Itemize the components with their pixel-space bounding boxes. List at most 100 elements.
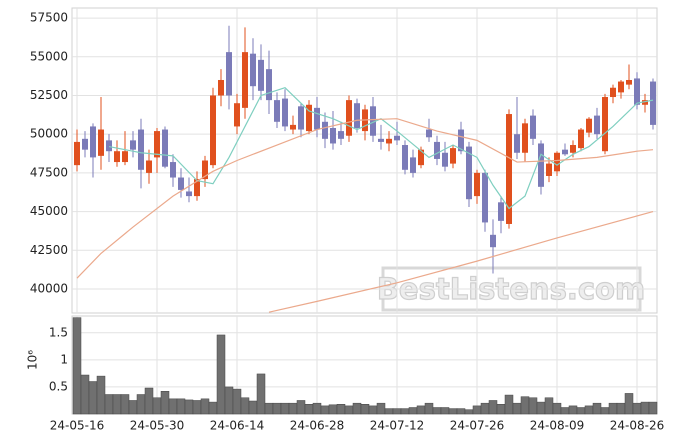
volume-bar — [256, 373, 266, 415]
candle-body — [274, 100, 280, 122]
volume-bar — [176, 398, 186, 415]
volume-bar — [624, 393, 634, 415]
candle-body — [306, 104, 312, 132]
volume-bar — [448, 408, 458, 415]
price-frame — [71, 7, 658, 314]
candle-body — [170, 162, 176, 178]
y-tick-label: 47500 — [30, 165, 68, 179]
volume-bar — [384, 408, 394, 415]
candle-body — [290, 124, 296, 130]
y-tick-label: 42500 — [30, 243, 68, 257]
candle-body — [250, 53, 256, 87]
candle-body — [346, 100, 352, 136]
volume-bar — [584, 405, 594, 415]
volume-bar — [536, 401, 546, 415]
volume-bar — [320, 405, 330, 415]
volume-bar — [208, 401, 218, 415]
volume-bar — [632, 402, 642, 415]
volume-bar — [264, 402, 274, 415]
candle-body — [642, 100, 648, 105]
candle-body — [122, 151, 128, 163]
volume-bar — [184, 399, 194, 415]
candle-body — [554, 152, 560, 172]
candle-body — [618, 81, 624, 93]
x-tick-label: 24-05-16 — [50, 419, 104, 433]
candle-body — [426, 129, 432, 138]
candle-body — [298, 106, 304, 130]
candle-body — [242, 52, 248, 108]
volume-bar — [296, 400, 306, 415]
candle-body — [458, 129, 464, 152]
x-tick-label: 24-08-09 — [530, 419, 584, 433]
candle-body — [394, 135, 400, 141]
candle-body — [546, 163, 552, 176]
candle-body — [378, 138, 384, 142]
volume-bar — [112, 394, 122, 415]
candle-body — [610, 87, 616, 98]
volume-tick-label: 0.5 — [49, 379, 68, 393]
candle-body — [194, 179, 200, 197]
candle-body — [418, 149, 424, 166]
volume-bar — [528, 397, 538, 415]
candle-body — [498, 202, 504, 221]
volume-bar — [88, 381, 98, 415]
volume-bar — [336, 404, 346, 415]
x-tick-label: 24-07-12 — [370, 419, 424, 433]
candle-body — [450, 148, 456, 164]
average-line — [76, 118, 654, 279]
candle-body — [330, 127, 336, 144]
volume-bar — [568, 405, 578, 415]
volume-bar — [136, 394, 146, 415]
y-tick-label: 55000 — [30, 49, 68, 63]
y-tick-label: 50000 — [30, 127, 68, 141]
candle-body — [466, 146, 472, 200]
candle-body — [410, 157, 416, 173]
volume-bar — [144, 387, 154, 415]
candle-body — [106, 140, 112, 152]
x-tick-label: 24-06-14 — [210, 419, 264, 433]
volume-bar — [128, 400, 138, 415]
volume-bar — [520, 396, 530, 415]
volume-bar — [96, 375, 106, 415]
volume-axis-label: 10⁶ — [26, 350, 40, 370]
volume-bar — [152, 397, 162, 415]
candle-body — [322, 121, 328, 139]
volume-bar — [400, 408, 410, 415]
candle-body — [162, 129, 168, 167]
candle-body — [218, 79, 224, 96]
candle-body — [74, 141, 80, 166]
candle-body — [210, 95, 216, 166]
volume-bar — [592, 402, 602, 415]
candle-body — [514, 134, 520, 153]
candle-body — [314, 107, 320, 130]
volume-bar — [376, 402, 386, 415]
candle-body — [434, 141, 440, 159]
volume-bar — [456, 408, 466, 415]
volume-bar — [544, 397, 554, 415]
candle-body — [402, 145, 408, 170]
volume-bar — [232, 388, 242, 415]
candle-body — [202, 160, 208, 180]
volume-bar — [576, 407, 586, 415]
volume-bar — [224, 386, 234, 415]
candle-body — [594, 115, 600, 135]
candle-body — [474, 172, 480, 197]
candle-body — [282, 98, 288, 127]
volume-bar — [240, 397, 250, 415]
volume-bar — [192, 400, 202, 415]
candle-body — [522, 123, 528, 153]
volume-bar — [288, 402, 298, 415]
volume-bar — [72, 317, 82, 415]
candle-body — [186, 191, 192, 197]
volume-bar — [608, 402, 618, 415]
volume-bar — [480, 402, 490, 415]
candle-body — [154, 131, 160, 158]
volume-bar — [248, 400, 258, 415]
volume-bar — [416, 405, 426, 415]
volume-bar — [640, 401, 650, 415]
volume-bar — [488, 400, 498, 415]
candle-body — [266, 69, 272, 101]
volume-bar — [216, 334, 226, 415]
candle-body — [90, 126, 96, 158]
